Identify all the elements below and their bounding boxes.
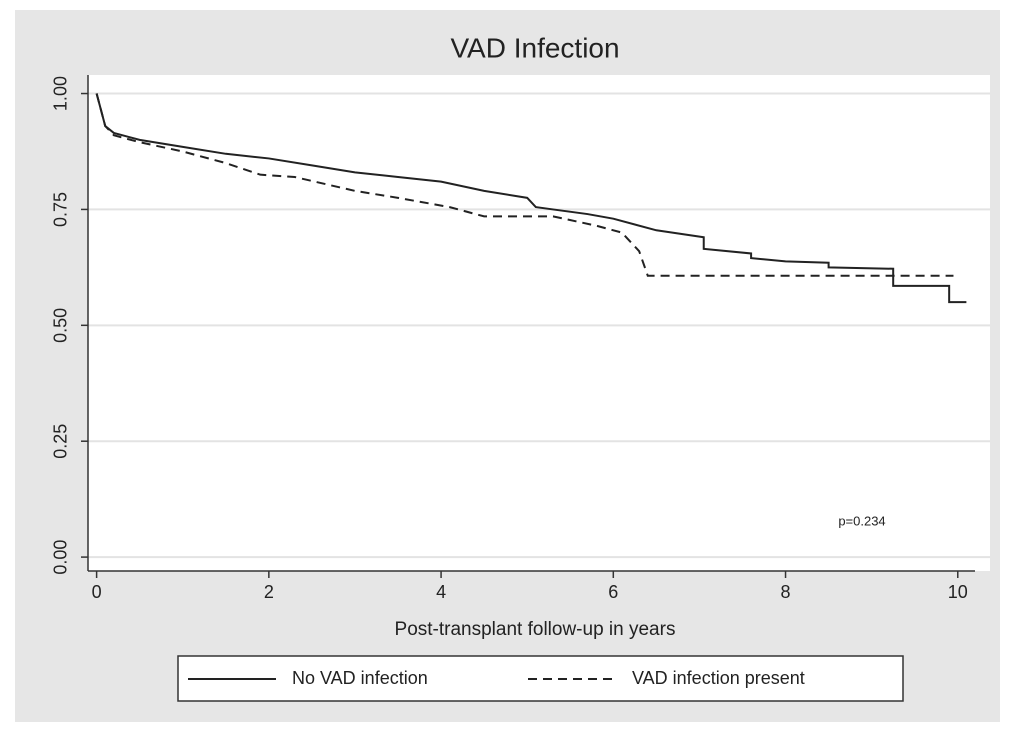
legend-label: No VAD infection (292, 668, 428, 688)
plot-area (88, 75, 990, 571)
x-axis-label: Post-transplant follow-up in years (395, 619, 676, 640)
annotation: p=0.234 (838, 513, 885, 528)
y-tick-label: 1.00 (51, 76, 71, 111)
chart-title: VAD Infection (450, 32, 619, 63)
x-tick-label: 10 (948, 582, 968, 602)
x-tick-label: 4 (436, 582, 446, 602)
x-tick-label: 2 (264, 582, 274, 602)
legend-label: VAD infection present (632, 668, 805, 688)
y-tick-label: 0.25 (51, 424, 71, 459)
series-line (95, 93, 954, 277)
y-tick-label: 0.00 (51, 540, 71, 575)
x-tick-label: 0 (92, 582, 102, 602)
y-tick-label: 0.75 (51, 192, 71, 227)
x-tick-label: 8 (781, 582, 791, 602)
y-tick-label: 0.50 (51, 308, 71, 343)
series-line (95, 93, 967, 304)
legend (177, 655, 904, 702)
x-tick-label: 6 (608, 582, 618, 602)
